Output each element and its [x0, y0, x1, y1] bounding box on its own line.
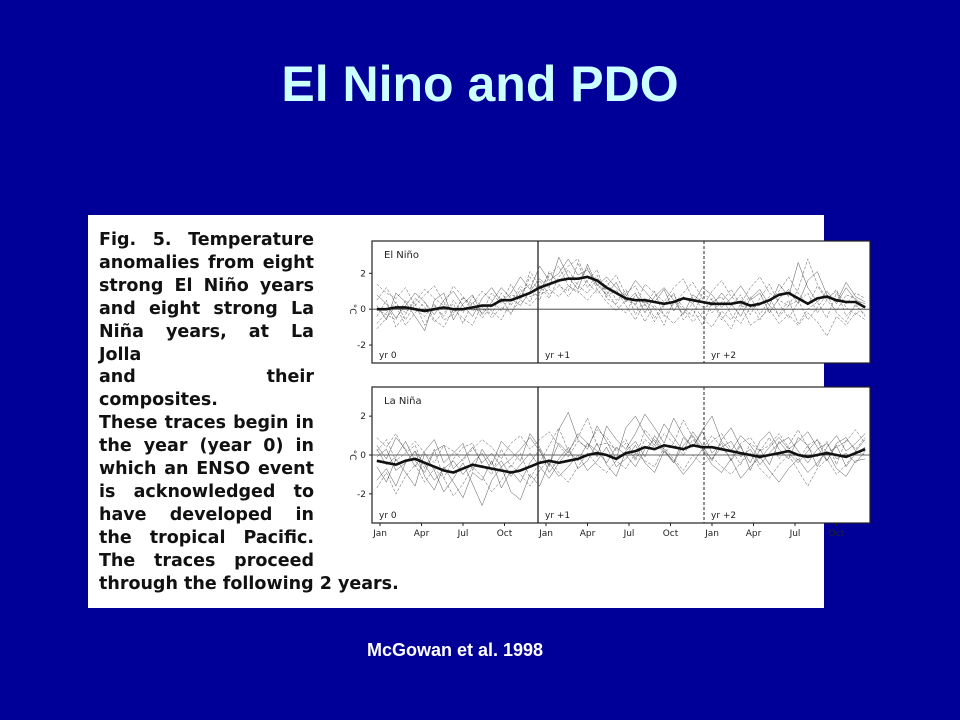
la-nina-xtick-label: Apr [414, 529, 430, 539]
la-nina-xtick-label: Jul [457, 529, 469, 539]
caption-line: The traces proceed [99, 550, 314, 573]
la-nina-year-label: yr 0 [379, 511, 397, 521]
caption-line: strong El Niño years [99, 275, 314, 298]
el-nino-panel-title: El Niño [384, 250, 419, 261]
caption-line: the tropical Pacific. [99, 527, 314, 550]
caption-line: have developed in [99, 504, 314, 527]
caption-line: anomalies from eight [99, 252, 314, 275]
caption-line: These traces begin in [99, 412, 314, 435]
el-nino-year-label: yr +2 [711, 351, 736, 361]
el-nino-ytick-label: 2 [360, 269, 366, 279]
la-nina-ylabel: °C [347, 450, 357, 461]
caption-line: through the following 2 years. [99, 573, 314, 596]
figure-caption: Fig. 5. Temperature anomalies from eight s… [99, 229, 314, 596]
el-nino-ytick-label: -2 [357, 341, 366, 351]
caption-line: which an ENSO event [99, 458, 314, 481]
la-nina-xtick-label: Oct [829, 529, 845, 539]
la-nina-panel-title: La Niña [384, 396, 422, 407]
la-nina-xtick-label: Jan [538, 529, 553, 539]
la-nina-xtick-label: Jul [623, 529, 635, 539]
caption-line: Fig. 5. Temperature [99, 229, 314, 252]
la-nina-xtick-label: Jul [789, 529, 801, 539]
la-nina-xtick-label: Jan [704, 529, 719, 539]
citation: McGowan et al. 1998 [0, 640, 910, 661]
el-nino-ylabel: °C [347, 304, 357, 315]
la-nina-xtick-label: Apr [746, 529, 762, 539]
la-nina-ytick-label: -2 [357, 490, 366, 500]
caption-fig-label: Fig. 5. [99, 230, 188, 250]
la-nina-xtick-label: Apr [580, 529, 596, 539]
slide-title: El Nino and PDO [0, 55, 960, 113]
figure-image: Fig. 5. Temperature anomalies from eight s… [88, 215, 824, 608]
caption-line: Niña years, at La Jolla [99, 321, 314, 367]
el-nino-year-label: yr 0 [379, 351, 397, 361]
el-nino-year-label: yr +1 [545, 351, 570, 361]
figure-plots: 2 0 -2 °C El Niño yr 0 yr +1 yr +2 2 0 -2 °C La Niña… [333, 215, 893, 608]
la-nina-xtick-label: Oct [497, 529, 513, 539]
la-nina-ytick-label: 0 [360, 451, 366, 461]
la-nina-year-label: yr +2 [711, 511, 736, 521]
caption-line: the year (year 0) in [99, 435, 314, 458]
caption-line: and eight strong La [99, 298, 314, 321]
la-nina-year-label: yr +1 [545, 511, 570, 521]
la-nina-xtick-label: Jan [372, 529, 387, 539]
el-nino-ytick-label: 0 [360, 305, 366, 315]
la-nina-ytick-label: 2 [360, 412, 366, 422]
la-nina-xtick-label: Oct [663, 529, 679, 539]
caption-line: is acknowledged to [99, 481, 314, 504]
caption-line: and their composites. [99, 366, 314, 412]
